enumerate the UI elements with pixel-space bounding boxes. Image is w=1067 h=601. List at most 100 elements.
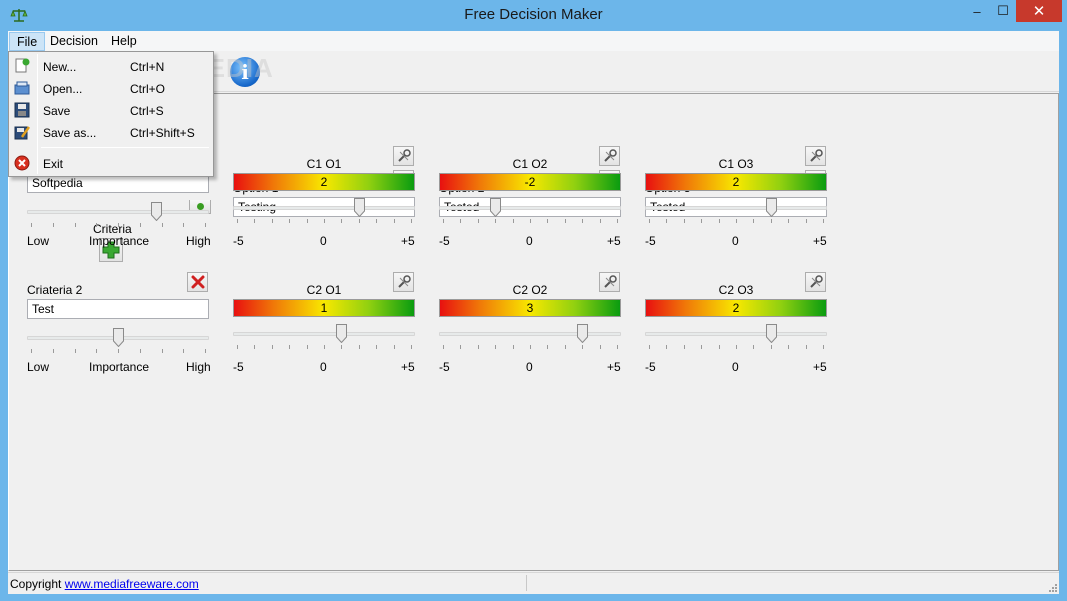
criteria-name-field[interactable]: Softpedia <box>27 173 209 193</box>
slider-tick <box>324 219 325 223</box>
menu-item-open[interactable]: Open... Ctrl+O <box>11 78 211 98</box>
slider-tick <box>289 345 291 349</box>
slider-tick <box>582 219 584 223</box>
close-button[interactable]: ✕ <box>1016 0 1062 22</box>
menu-item-save[interactable]: Save Ctrl+S <box>11 100 211 120</box>
slider-tick <box>205 349 206 353</box>
slider-tick <box>753 219 755 223</box>
slider-tick <box>547 219 549 223</box>
slider-tick <box>443 345 444 349</box>
slider-ticks <box>645 345 827 349</box>
delete-criteria-button[interactable] <box>187 272 208 292</box>
score-title: C2 O2 <box>512 283 548 297</box>
add-criteria-button[interactable] <box>99 238 123 262</box>
slider-ticks <box>233 345 415 349</box>
edit-score-button[interactable] <box>393 146 414 166</box>
slider-tick <box>512 345 514 349</box>
slider-tick <box>788 345 790 349</box>
slider-thumb[interactable] <box>765 324 777 344</box>
resize-grip-icon[interactable] <box>1047 582 1057 592</box>
save-as-icon <box>14 126 30 140</box>
slider-tick <box>237 219 238 223</box>
edit-score-button[interactable] <box>805 272 826 292</box>
slider-ticks <box>233 219 415 223</box>
score-slider[interactable] <box>645 324 827 352</box>
scale-max-label: +5 <box>401 234 415 248</box>
slider-tick <box>139 223 141 227</box>
menu-item-label: New... <box>43 60 77 74</box>
slider-tick <box>306 219 308 223</box>
scale-mid-label: 0 <box>526 234 533 248</box>
menu-bar: File Decision Help <box>8 31 1059 51</box>
wrench-icon <box>603 275 617 288</box>
score-slider[interactable] <box>233 324 415 352</box>
slider-thumb[interactable] <box>353 198 365 218</box>
info-icon[interactable]: i <box>230 57 260 87</box>
importance-slider[interactable] <box>27 328 209 356</box>
menu-item-shortcut: Ctrl+Shift+S <box>130 126 195 140</box>
wrench-icon <box>809 149 823 162</box>
slider-thumb[interactable] <box>765 198 777 218</box>
window-title: Free Decision Maker <box>464 6 603 23</box>
importance-low-label: Low <box>27 234 50 248</box>
slider-track <box>645 206 827 210</box>
criteria-title: Criateria 2 <box>27 283 83 297</box>
menu-decision[interactable]: Decision <box>50 34 98 48</box>
slider-thumb[interactable] <box>336 324 348 344</box>
menu-file[interactable]: File <box>9 32 46 51</box>
menu-item-shortcut: Ctrl+N <box>130 60 165 74</box>
slider-tick <box>31 223 32 227</box>
copyright-label: Copyright <box>10 577 62 591</box>
slider-ticks <box>439 345 621 349</box>
slider-tick <box>718 345 720 349</box>
menu-item-exit[interactable]: Exit <box>11 153 211 173</box>
scale-min-label: -5 <box>439 234 450 248</box>
slider-tick <box>237 345 238 349</box>
menu-help[interactable]: Help <box>111 34 137 48</box>
slider-thumb[interactable] <box>490 198 502 218</box>
slider-tick <box>306 345 308 349</box>
importance-high-label: High <box>186 360 211 374</box>
slider-tick <box>701 345 703 349</box>
menu-item-new[interactable]: New... Ctrl+N <box>11 56 211 76</box>
slider-tick <box>443 219 444 223</box>
menu-item-label: Open... <box>43 82 83 96</box>
slider-thumb[interactable] <box>151 202 163 222</box>
score-slider[interactable] <box>233 198 415 226</box>
edit-score-button[interactable] <box>393 272 414 292</box>
importance-slider[interactable] <box>27 202 209 230</box>
slider-tick <box>118 223 119 227</box>
maximize-button[interactable]: ☐ <box>997 3 1009 18</box>
slider-tick <box>376 345 378 349</box>
edit-score-button[interactable] <box>805 146 826 166</box>
menu-item-save-as[interactable]: Save as... Ctrl+Shift+S <box>11 122 211 142</box>
slider-tick <box>411 345 412 349</box>
slider-thumb[interactable] <box>113 328 124 348</box>
website-link[interactable]: www.mediafreeware.com <box>64 577 199 591</box>
slider-tick <box>161 223 163 227</box>
score-slider[interactable] <box>439 198 621 226</box>
score-slider[interactable] <box>645 198 827 226</box>
slider-tick <box>736 345 737 349</box>
title-bar[interactable]: Free Decision Maker – ☐ ✕ <box>0 0 1067 30</box>
score-bar: 1 <box>233 299 415 317</box>
slider-tick <box>74 223 76 227</box>
minimize-button[interactable]: – <box>973 3 981 19</box>
slider-thumb[interactable] <box>577 324 589 344</box>
exit-icon <box>14 155 30 171</box>
slider-tick <box>683 345 685 349</box>
edit-score-button[interactable] <box>599 146 620 166</box>
slider-tick <box>770 219 772 223</box>
wrench-icon <box>809 275 823 288</box>
save-icon <box>14 102 30 118</box>
score-slider[interactable] <box>439 324 621 352</box>
slider-ticks <box>27 349 209 353</box>
score-title: C1 O1 <box>306 157 342 171</box>
scale-mid-label: 0 <box>320 234 327 248</box>
slider-tick <box>477 345 479 349</box>
edit-score-button[interactable] <box>599 272 620 292</box>
scale-min-label: -5 <box>439 360 450 374</box>
criteria-name-field[interactable]: Test <box>27 299 209 319</box>
slider-tick <box>161 349 163 353</box>
